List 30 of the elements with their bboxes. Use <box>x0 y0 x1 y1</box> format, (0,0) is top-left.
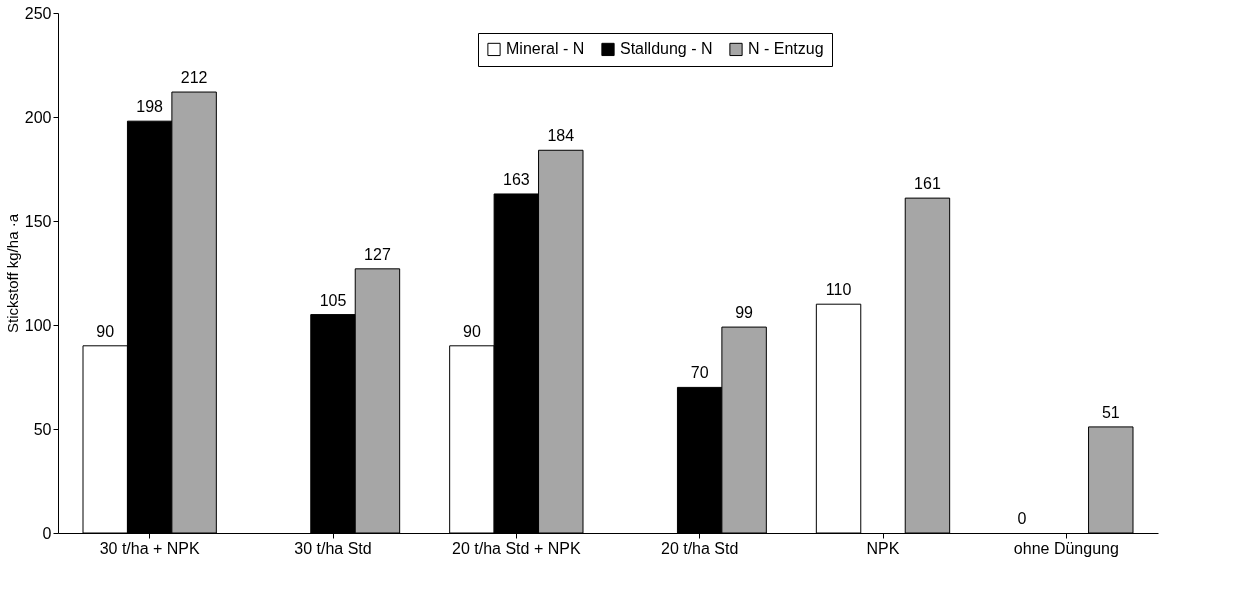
data-label: 105 <box>319 291 347 309</box>
x-tick-label: 20 t/ha Std + NPK <box>452 539 581 557</box>
legend-label: Stalldung - N <box>620 40 713 58</box>
y-tick-label: 100 <box>24 316 52 334</box>
legend-label: Mineral - N <box>506 40 585 58</box>
data-label: 90 <box>96 322 115 340</box>
data-label: 161 <box>914 175 941 193</box>
data-label: 127 <box>364 245 391 263</box>
data-label: 163 <box>502 170 530 188</box>
y-axis-title: Stickstoff kg/ha ·a <box>3 213 21 333</box>
y-tick-label: 250 <box>24 4 52 22</box>
data-label: 51 <box>1101 403 1120 421</box>
data-label: 0 <box>1017 510 1027 527</box>
y-tick-label: 0 <box>42 524 52 542</box>
data-label: 198 <box>136 98 164 116</box>
data-label: 70 <box>690 364 709 382</box>
data-label: 99 <box>735 304 754 322</box>
x-tick-label: NPK <box>866 539 900 557</box>
data-label: 212 <box>180 69 208 87</box>
y-tick-label: 200 <box>24 108 52 126</box>
data-label: 184 <box>547 127 575 145</box>
y-tick-label: 50 <box>33 420 52 438</box>
x-tick-label: ohne Düngung <box>1013 539 1119 557</box>
y-tick-label: 150 <box>24 212 52 230</box>
data-label: 110 <box>825 281 852 299</box>
x-tick-label: 30 t/ha Std <box>294 539 372 557</box>
legend-label: N - Entzug <box>748 40 824 58</box>
x-tick-label: 30 t/ha + NPK <box>99 539 201 557</box>
x-tick-label: 20 t/ha Std <box>660 539 739 557</box>
data-label: 90 <box>462 322 481 340</box>
